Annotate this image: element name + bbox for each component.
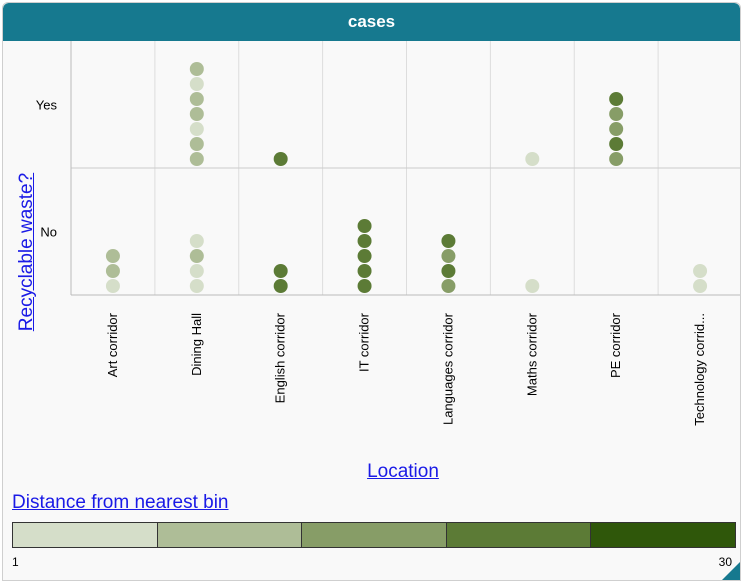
data-point [105,264,120,278]
data-point [273,152,288,166]
y-axis-title[interactable]: Recyclable waste? [16,172,37,332]
x-tick-label: IT corridor [357,312,372,372]
y-tick-label: Yes [36,98,58,113]
data-point [693,279,708,293]
x-tick-label: Maths corridor [524,312,539,396]
data-point [189,264,204,278]
dot-plot: No Yes Art corridor Dining Hall English corr… [36,41,740,426]
data-point [609,92,624,106]
data-point [441,264,456,278]
legend-swatch[interactable] [13,523,158,547]
data-point [189,152,204,166]
data-point [105,249,120,263]
data-point [189,234,204,248]
window-title[interactable]: cases [3,3,740,41]
x-tick-label: Languages corridor [440,312,455,425]
data-point [609,152,624,166]
data-point [105,279,120,293]
data-point [189,77,204,91]
data-point [609,122,624,136]
data-point [357,279,372,293]
data-point [609,107,624,121]
x-axis-title[interactable]: Location [367,461,439,482]
data-point [525,279,540,293]
y-tick-label: No [40,225,57,240]
legend-swatch[interactable] [591,523,735,547]
data-point [189,249,204,263]
data-point [273,279,288,293]
data-point [189,122,204,136]
data-point [273,264,288,278]
data-point [189,279,204,293]
color-legend-bar[interactable] [12,522,736,548]
legend-swatch[interactable] [157,523,303,547]
data-point [357,234,372,248]
x-tick-label: Art corridor [105,312,120,377]
resize-grip[interactable] [722,562,740,580]
data-point [441,279,456,293]
x-tick-label: Dining Hall [189,313,204,376]
data-point [693,264,708,278]
data-point [189,107,204,121]
x-tick-label: English corridor [273,312,288,403]
data-point [189,92,204,106]
data-point [441,234,456,248]
legend-title[interactable]: Distance from nearest bin [12,492,229,513]
x-tick-label: PE corridor [608,312,623,378]
x-tick-label: Technology corrid... [692,313,707,426]
legend-min-label: 1 [12,555,19,569]
legend-swatch[interactable] [302,523,447,547]
data-point [357,264,372,278]
data-point [609,137,624,151]
legend-swatch[interactable] [446,523,592,547]
data-point [357,249,372,263]
data-point [189,62,204,76]
data-point [441,249,456,263]
data-point [357,219,372,233]
data-point [525,152,540,166]
data-point [189,137,204,151]
